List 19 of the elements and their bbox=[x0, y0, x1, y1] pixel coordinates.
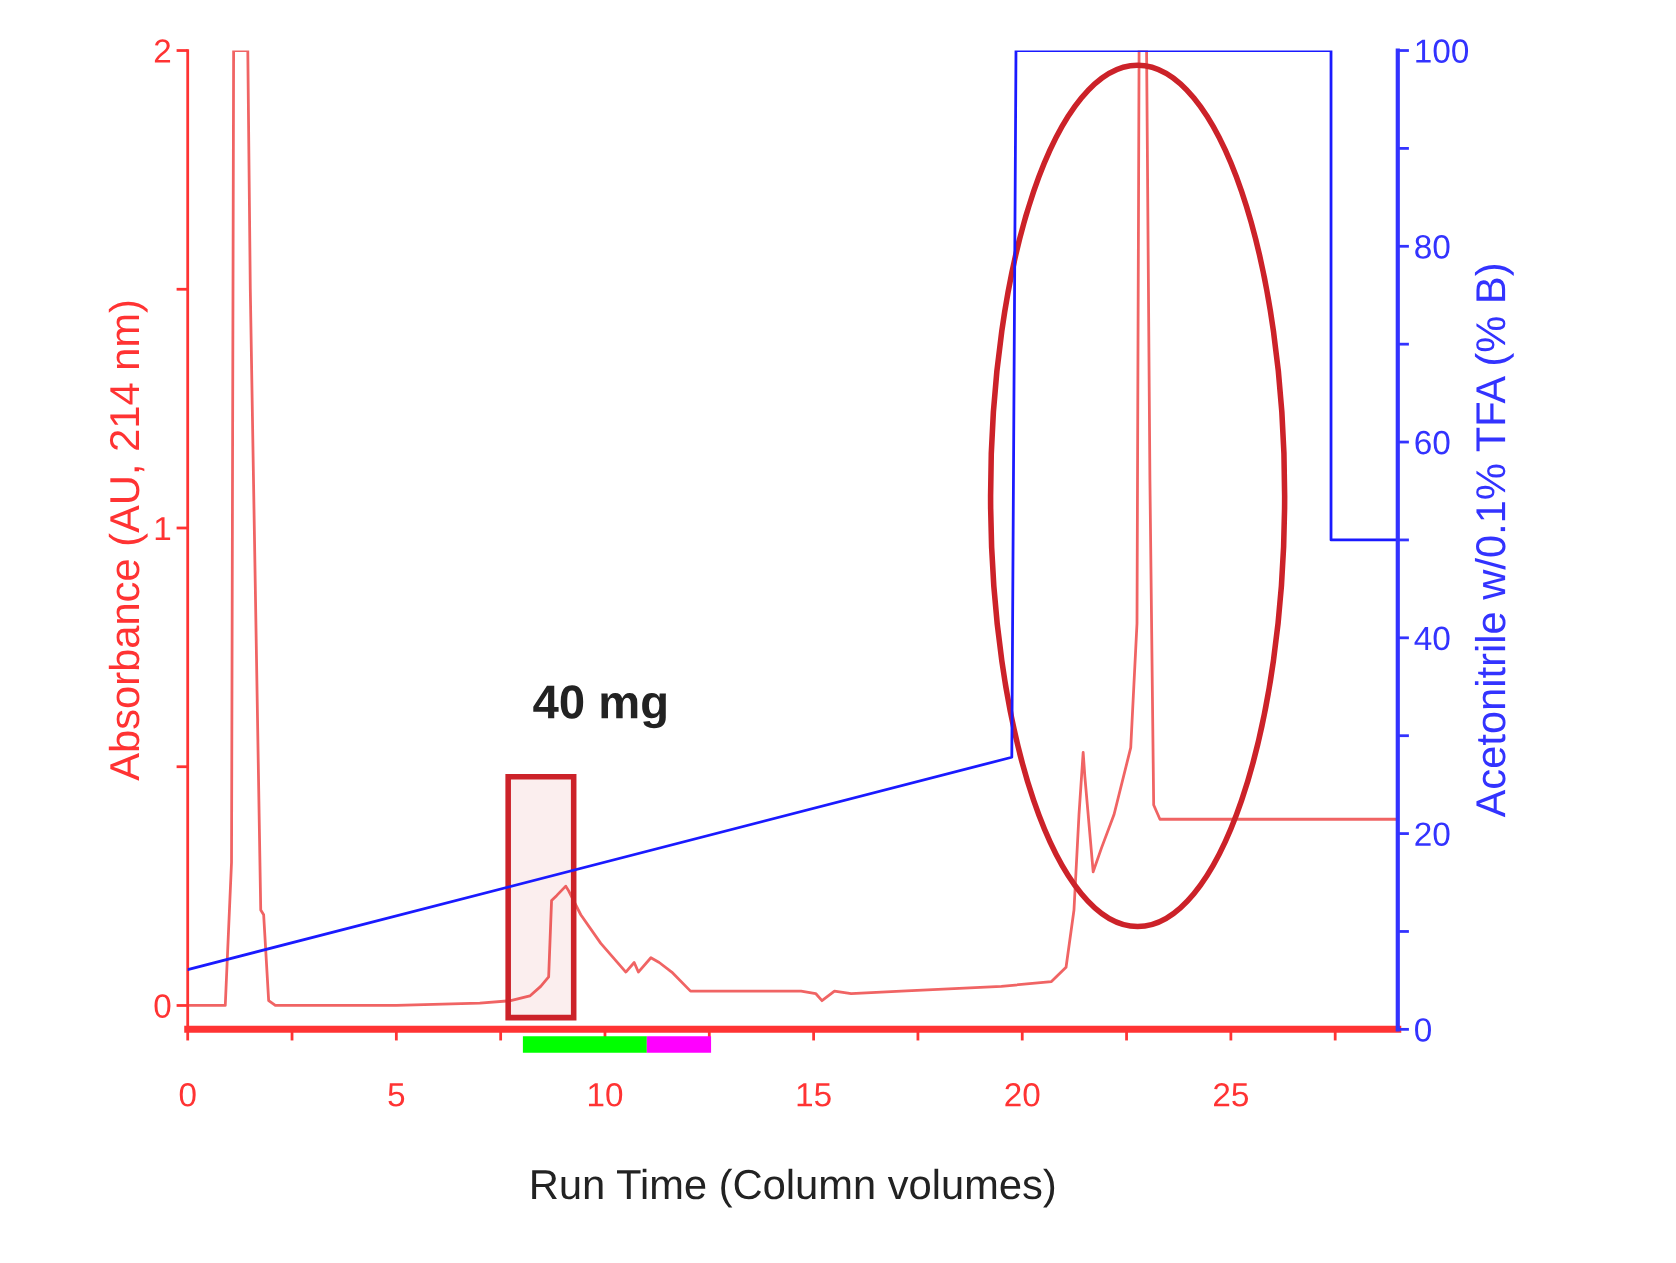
y2-tick-label: 0 bbox=[1415, 1018, 1431, 1042]
y2-tick-label: 80 bbox=[1415, 235, 1450, 259]
x-tick-label: 20 bbox=[1005, 1083, 1040, 1107]
x-axis-title: Run Time (Column volumes) bbox=[532, 1168, 1055, 1208]
y2-axis-title: Acetonitrile w/0.1% TFA (% B) bbox=[1474, 264, 1514, 818]
x-tick-label: 5 bbox=[388, 1083, 405, 1107]
y-tick-label: 0 bbox=[154, 994, 171, 1018]
y2-tick-label: 40 bbox=[1414, 626, 1450, 651]
x-tick-label: 0 bbox=[179, 1083, 196, 1107]
y-tick-label: 1 bbox=[155, 517, 171, 541]
y2-tick-label: 100 bbox=[1416, 39, 1469, 63]
y-axis-title: Absorbance (AU, 214 nm) bbox=[108, 301, 148, 781]
y-tick-label: 2 bbox=[154, 39, 171, 63]
x-tick-label: 10 bbox=[588, 1083, 623, 1107]
y2-tick-label: 60 bbox=[1415, 430, 1450, 455]
x-tick-label: 15 bbox=[797, 1083, 831, 1107]
annotation: 40 mg bbox=[533, 685, 666, 729]
y2-tick-label: 20 bbox=[1415, 822, 1450, 846]
x-tick-label: 25 bbox=[1214, 1083, 1249, 1107]
